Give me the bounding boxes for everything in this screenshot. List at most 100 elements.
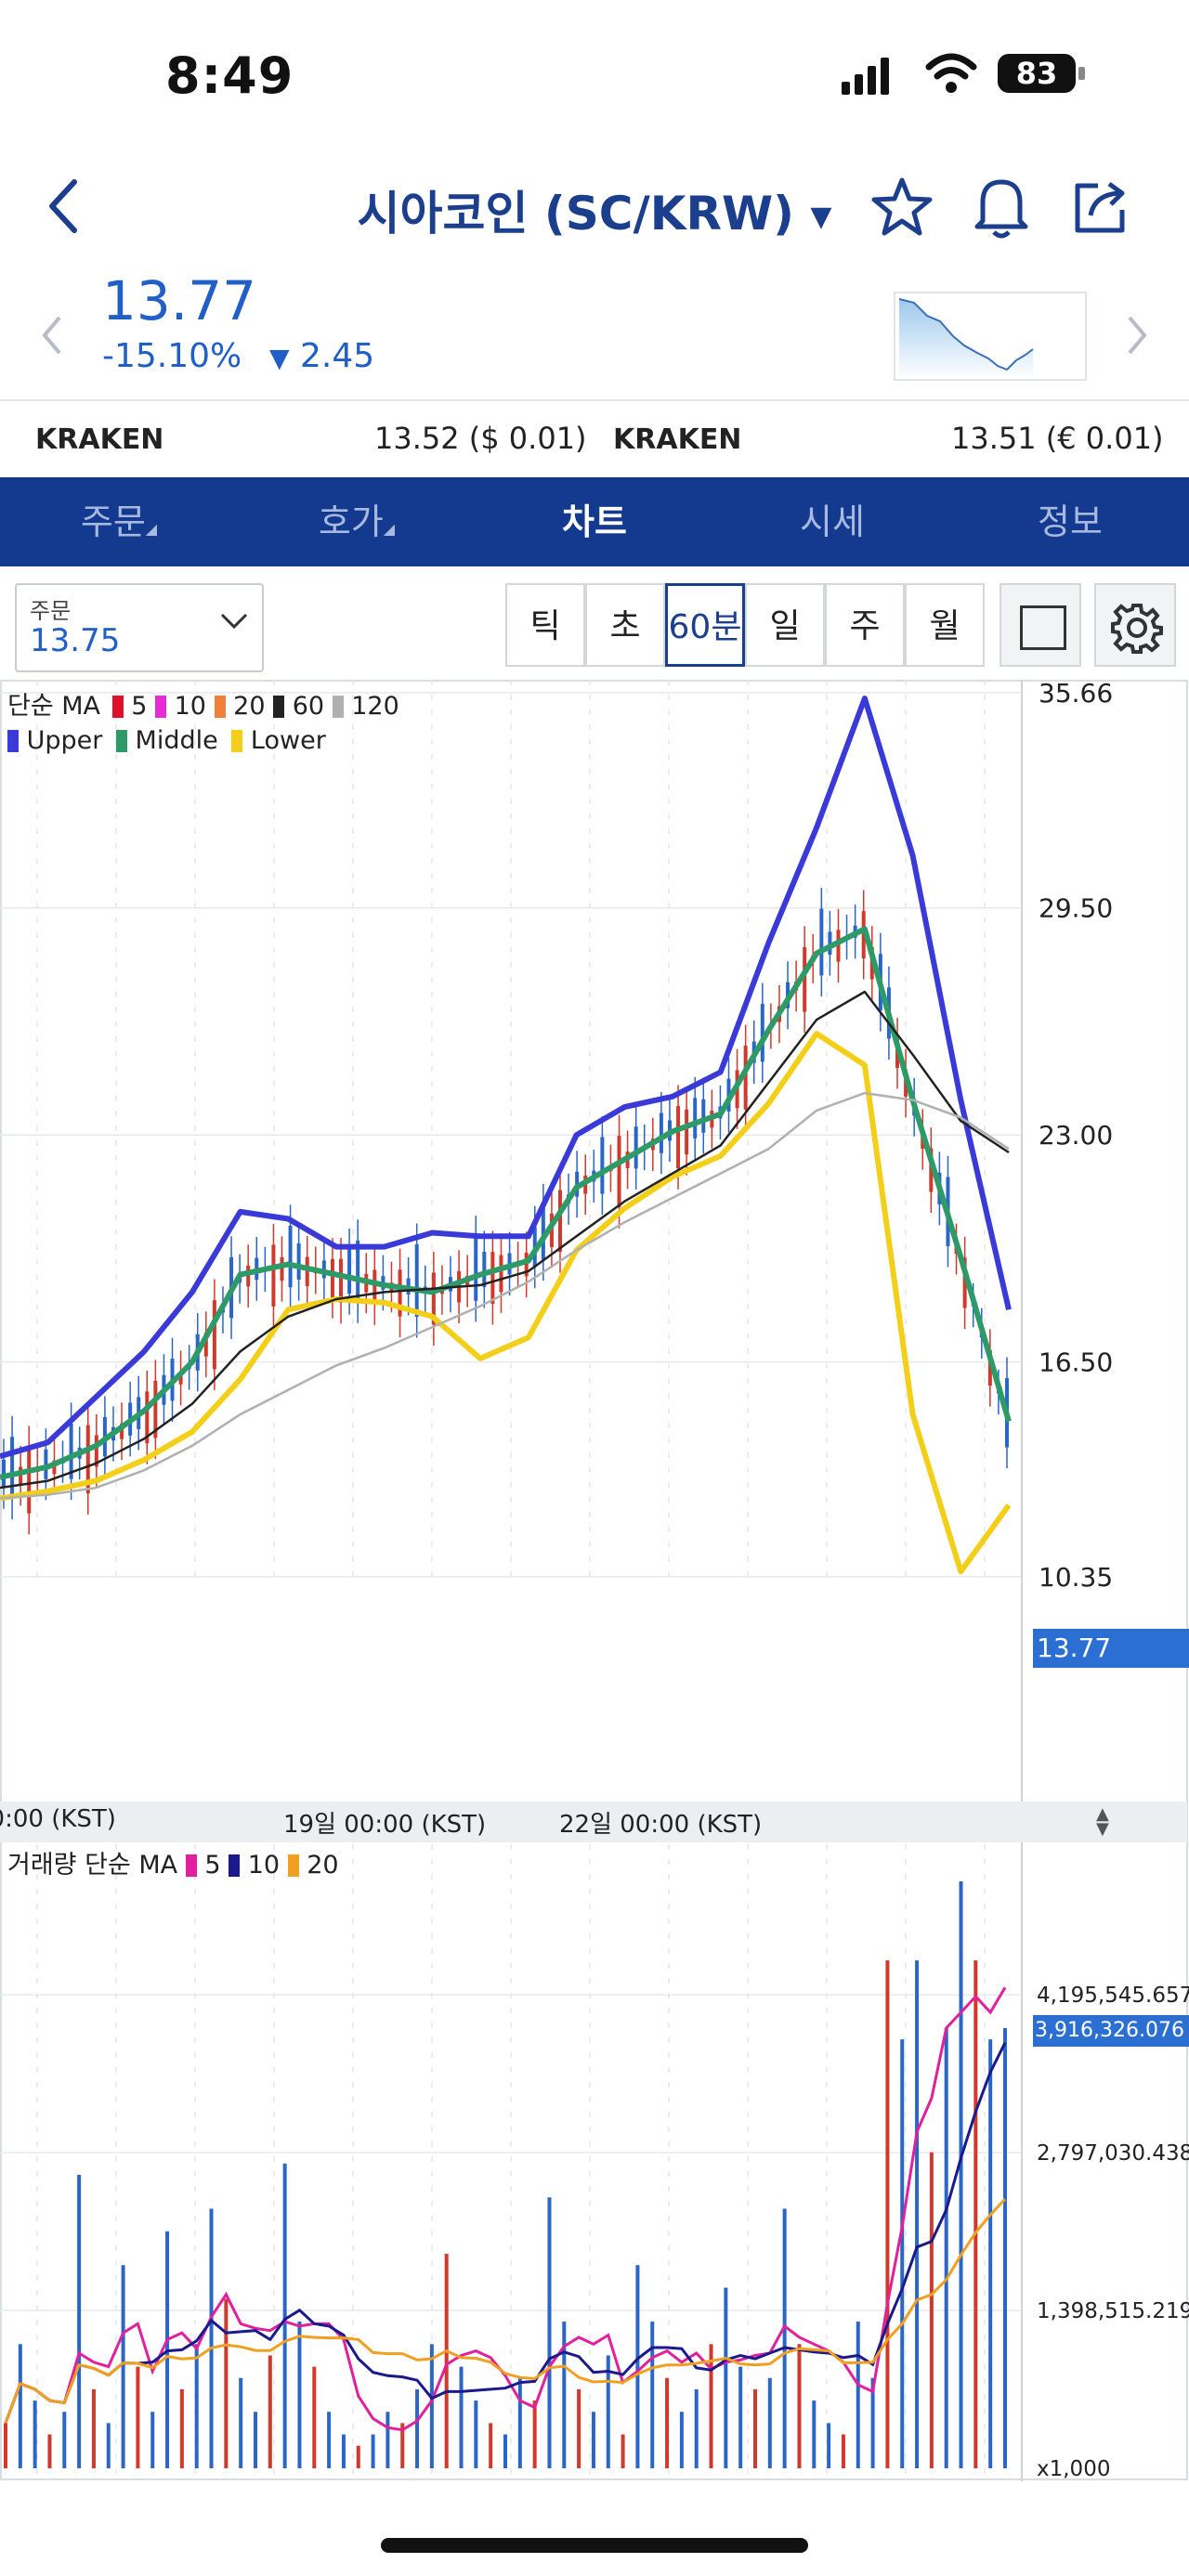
swatch-vol-ma10 <box>229 1854 241 1877</box>
volume-bar <box>356 2445 360 2468</box>
candle-body <box>557 1190 562 1253</box>
volume-y-tick-label: 4,195,545.657 <box>1037 1984 1189 2008</box>
candle-body <box>19 1466 23 1485</box>
wifi-icon <box>925 52 977 98</box>
volume-bar <box>150 2412 155 2468</box>
volume-bar <box>724 2287 728 2468</box>
volume-bar <box>33 2400 37 2468</box>
change-amount: ▼ 2.45 <box>269 337 374 375</box>
tab-order[interactable]: 주문◢ <box>0 477 238 566</box>
volume-bar <box>812 2400 817 2468</box>
volume-bar <box>650 2322 655 2468</box>
resize-handle-icon[interactable]: ▲ ▼ <box>1096 1804 1109 1839</box>
volume-bar <box>870 2377 875 2468</box>
candle-body <box>836 930 841 962</box>
exchange-value-2: 13.51 (€ 0.01) <box>951 421 1164 456</box>
interval-tick[interactable]: 틱 <box>505 583 585 667</box>
volume-bar <box>547 2197 552 2468</box>
candle-body <box>743 1046 748 1110</box>
swatch-ma5 <box>111 696 124 718</box>
interval-second[interactable]: 초 <box>585 583 665 667</box>
volume-bar <box>91 2388 96 2468</box>
tab-info[interactable]: 정보 <box>951 477 1189 566</box>
series-line-lower <box>0 1031 1012 1575</box>
volume-bar <box>179 2388 184 2468</box>
volume-bar <box>312 2366 317 2468</box>
volume-bar <box>268 2355 272 2468</box>
interval-week[interactable]: 주 <box>825 583 905 667</box>
star-icon[interactable] <box>869 176 934 241</box>
share-icon[interactable] <box>1070 176 1131 240</box>
chart-type-button[interactable] <box>1000 583 1081 667</box>
candle-body <box>760 1004 764 1062</box>
sparkline[interactable] <box>894 292 1087 381</box>
volume-bar <box>385 2412 390 2468</box>
tab-orderbook[interactable]: 호가◢ <box>238 477 476 566</box>
back-icon[interactable] <box>45 176 82 240</box>
candle-body <box>246 1265 251 1287</box>
volume-bar <box>106 2423 111 2468</box>
chart-panel[interactable]: 35.66 29.50 23.00 16.50 10.35 4,195,545.657 2,… <box>0 678 1189 2485</box>
change-amount-value: 2.45 <box>300 337 375 375</box>
interval-day[interactable]: 일 <box>745 583 825 667</box>
corner-icon: ◢ <box>383 520 396 538</box>
swatch-vol-ma5 <box>185 1854 197 1877</box>
indicator-lines <box>0 696 1012 1575</box>
gridlines <box>0 680 1022 2481</box>
volume-bar <box>621 2434 625 2468</box>
battery-icon: 83 <box>998 54 1076 93</box>
bb-legend: Upper Middle Lower <box>7 726 326 755</box>
interval-60min[interactable]: 60분 <box>665 583 745 667</box>
next-icon[interactable] <box>1124 314 1150 360</box>
order-select-label: 주문 <box>30 598 72 624</box>
exchange-value-1: 13.52 ($ 0.01) <box>374 421 587 456</box>
divider <box>0 399 1189 401</box>
candle-body <box>288 1225 293 1288</box>
candle-body <box>85 1425 90 1494</box>
volume-ma20-line <box>4 2198 1007 2424</box>
candle-body <box>52 1460 57 1475</box>
order-select-value: 13.75 <box>30 622 121 659</box>
volume-bars <box>4 1881 1007 2468</box>
candle-body <box>330 1258 334 1298</box>
candle-body <box>685 1109 689 1155</box>
volume-bar <box>1003 2028 1007 2468</box>
ma120-label: 120 <box>351 692 399 721</box>
ma20-label: 20 <box>233 692 266 721</box>
volume-bar <box>121 2265 125 2468</box>
order-select[interactable]: 주문 13.75 <box>15 583 264 672</box>
gear-icon <box>1111 602 1163 657</box>
tab-bar: 주문◢ 호가◢ 차트 시세 정보 <box>0 477 1189 566</box>
candle-body <box>803 946 807 1012</box>
volume-bar <box>136 2366 140 2468</box>
volume-bar <box>400 2423 405 2468</box>
ma5-label: 5 <box>131 692 148 721</box>
candle-body <box>600 1137 605 1194</box>
ma-legend: 단순 MA 5 10 20 60 120 <box>7 685 399 722</box>
volume-bar <box>444 2254 449 2468</box>
current-volume-tag: 3,916,326.076 <box>1033 2015 1189 2047</box>
caret-down-icon: ▼ <box>810 201 832 233</box>
candle-body <box>347 1249 352 1295</box>
candle-body <box>828 931 832 956</box>
y-tick-label: 29.50 <box>1039 893 1113 924</box>
bell-icon[interactable] <box>972 175 1031 243</box>
swatch-ma120 <box>332 696 344 718</box>
volume-bar <box>665 2377 670 2468</box>
candle-body <box>541 1204 545 1260</box>
tab-chart[interactable]: 차트 <box>476 477 713 566</box>
candle-body <box>145 1391 150 1444</box>
tab-quotes[interactable]: 시세 <box>713 477 951 566</box>
page-title[interactable]: 시아코인 (SC/KRW) ▼ <box>0 176 1189 243</box>
axes: 35.66 29.50 23.00 16.50 10.35 4,195,545.657 2,… <box>1021 678 1189 2481</box>
prev-icon[interactable] <box>39 314 65 360</box>
change-percent: -15.10% <box>102 337 242 375</box>
chart-svg[interactable]: 35.66 29.50 23.00 16.50 10.35 4,195,545.657 2,… <box>0 678 1189 2481</box>
tab-orderbook-label: 호가 <box>318 501 384 542</box>
candle-body <box>10 1437 15 1499</box>
interval-month[interactable]: 월 <box>905 583 985 667</box>
x-tick-2: 19일 00:00 (KST) <box>283 1811 487 1839</box>
volume-bar <box>489 2423 493 2468</box>
volume-bar <box>503 2434 507 2468</box>
settings-button[interactable] <box>1094 583 1176 667</box>
